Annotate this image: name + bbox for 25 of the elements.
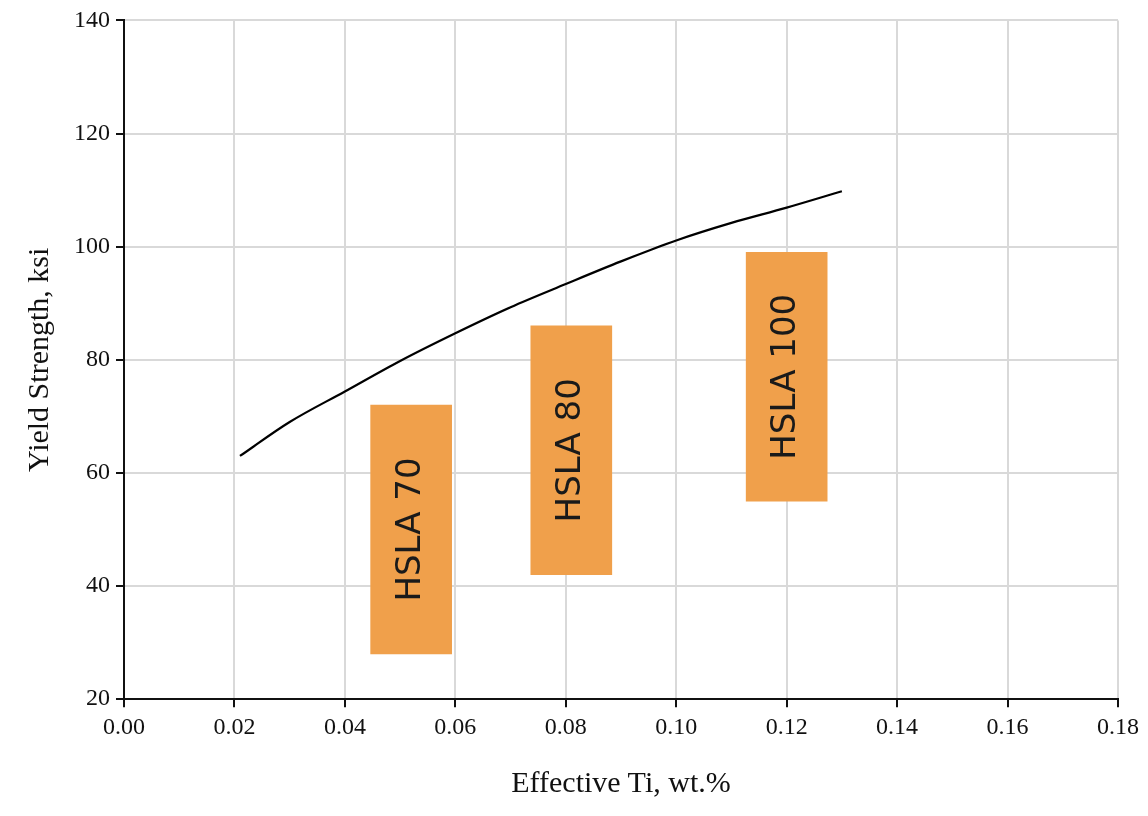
y-tick-label: 40 [86, 571, 110, 598]
bar [745, 251, 828, 502]
data-label: HSLA 70 [387, 457, 428, 602]
y-tick-label: 140 [74, 5, 110, 32]
x-tick-label: 0.16 [986, 712, 1029, 739]
x-tick-label: 0.00 [103, 712, 145, 739]
y-tick-label: 100 [74, 231, 110, 258]
bar [530, 325, 613, 576]
data-label: HSLA 100 [763, 293, 804, 460]
x-tick-label: 0.12 [765, 712, 808, 739]
x-tick-label: 0.06 [434, 712, 477, 739]
y-tick-label: 60 [86, 458, 110, 485]
x-tick-label: 0.14 [876, 712, 919, 739]
data-label: HSLA 80 [548, 378, 589, 523]
y-tick-label: 20 [86, 684, 110, 711]
x-tick-label: 0.08 [544, 712, 587, 739]
x-tick-label: 0.04 [323, 712, 366, 739]
x-tick-label: 0.10 [655, 712, 698, 739]
bar [370, 404, 452, 655]
x-axis-title: Effective Ti, wt.% [511, 764, 731, 798]
x-tick-label: 0.18 [1097, 712, 1139, 739]
y-tick-label: 120 [74, 118, 110, 145]
y-tick-label: 80 [86, 345, 110, 372]
y-axis-title: Yield Strength, ksi [20, 247, 54, 472]
x-tick-label: 0.02 [213, 712, 256, 739]
